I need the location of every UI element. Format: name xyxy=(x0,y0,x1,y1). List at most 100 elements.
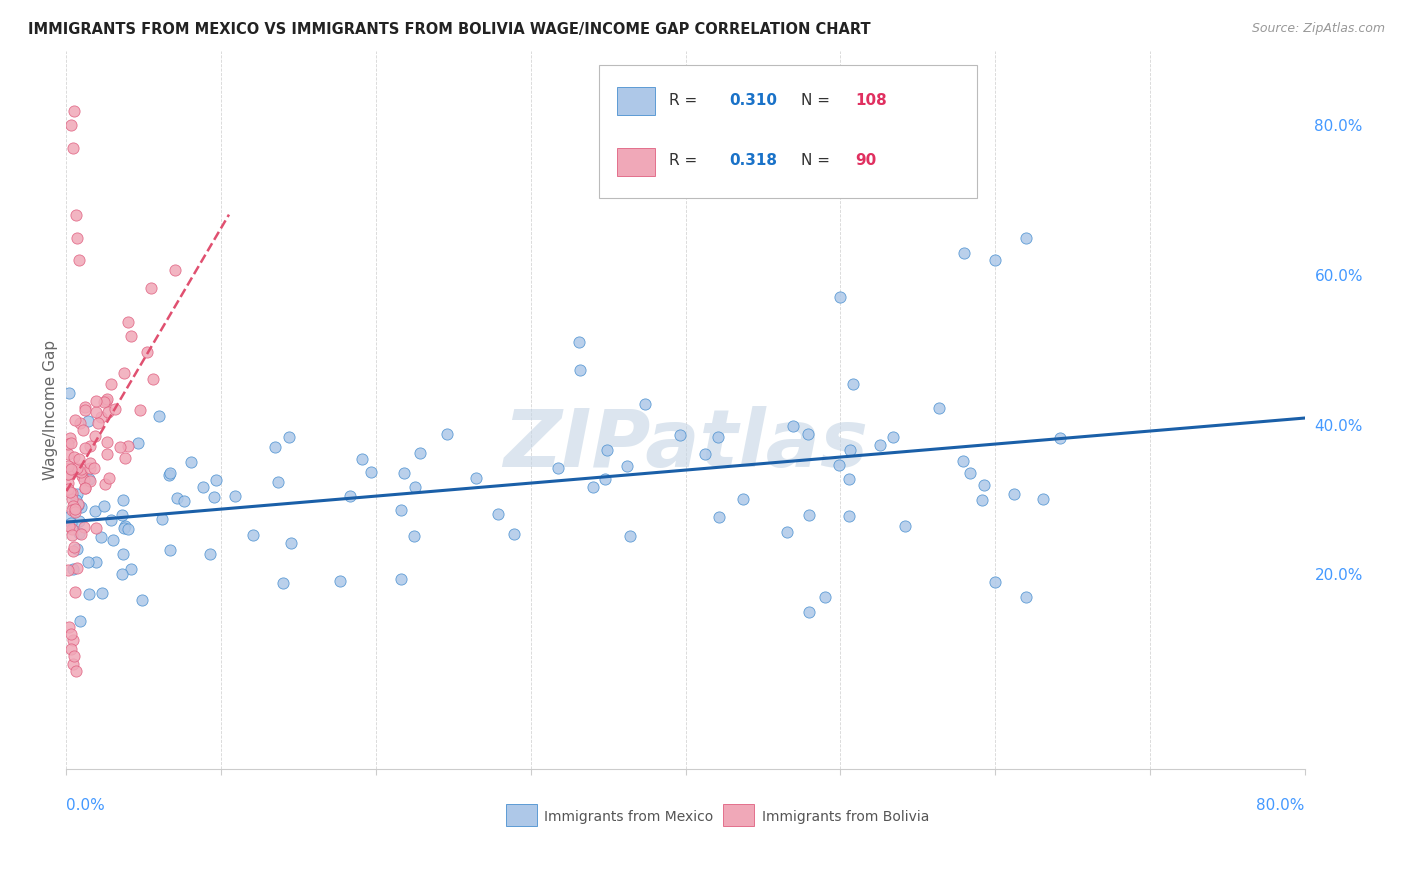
Point xyxy=(360,466,382,480)
Point xyxy=(96,435,118,450)
Point xyxy=(582,480,605,494)
Text: N =: N = xyxy=(800,93,835,108)
Point xyxy=(129,402,152,417)
Point xyxy=(264,440,287,454)
Point xyxy=(73,403,96,417)
Point xyxy=(111,566,134,581)
Text: 90: 90 xyxy=(855,153,876,168)
Point xyxy=(159,542,181,557)
Point xyxy=(568,335,591,350)
Point xyxy=(72,423,94,437)
Point xyxy=(94,477,117,491)
Point xyxy=(62,540,84,554)
Point xyxy=(60,492,83,507)
Point xyxy=(392,466,415,480)
Point xyxy=(56,447,79,461)
Point xyxy=(70,461,93,475)
Text: R =: R = xyxy=(669,93,703,108)
Point xyxy=(180,455,202,469)
Point xyxy=(62,657,84,671)
Point xyxy=(60,641,83,656)
Point xyxy=(63,413,86,427)
Point xyxy=(83,503,105,517)
Point xyxy=(148,409,170,423)
Point xyxy=(869,438,891,452)
Point xyxy=(339,489,361,503)
Point xyxy=(67,464,90,478)
Text: Source: ZipAtlas.com: Source: ZipAtlas.com xyxy=(1251,22,1385,36)
Point xyxy=(205,473,228,487)
Point xyxy=(70,465,93,479)
Point xyxy=(83,461,105,475)
Point xyxy=(56,467,79,481)
Point xyxy=(65,208,87,222)
Point xyxy=(59,462,82,476)
Point xyxy=(984,574,1007,589)
Point xyxy=(79,461,101,475)
Point xyxy=(83,429,105,443)
Point xyxy=(838,509,860,524)
Point xyxy=(70,527,93,541)
Point xyxy=(100,513,122,527)
Point xyxy=(984,253,1007,268)
Point xyxy=(596,442,619,457)
Point xyxy=(277,430,299,444)
Point xyxy=(814,590,837,604)
Point xyxy=(69,614,91,628)
Point xyxy=(66,561,89,575)
Point xyxy=(200,547,222,561)
Point xyxy=(150,512,173,526)
Point xyxy=(409,446,432,460)
Point xyxy=(100,376,122,391)
Point xyxy=(58,458,80,473)
Point xyxy=(112,367,135,381)
Point xyxy=(953,245,976,260)
Point xyxy=(1002,487,1025,501)
Point xyxy=(547,461,569,475)
Point xyxy=(59,431,82,445)
Text: R =: R = xyxy=(669,153,703,168)
Point xyxy=(69,416,91,430)
Point xyxy=(503,527,526,541)
Point xyxy=(135,345,157,359)
Point xyxy=(404,480,426,494)
Point xyxy=(63,649,86,664)
Point xyxy=(117,522,139,536)
Point xyxy=(96,392,118,406)
Point xyxy=(634,397,657,411)
Point xyxy=(280,536,302,550)
Point xyxy=(62,562,84,576)
Point xyxy=(67,526,90,541)
Bar xyxy=(617,87,655,115)
Point xyxy=(79,456,101,470)
Point xyxy=(60,503,83,517)
Point xyxy=(60,522,83,536)
Point xyxy=(58,519,80,533)
Point xyxy=(159,466,181,480)
Point xyxy=(114,450,136,465)
Point xyxy=(782,418,804,433)
Point xyxy=(669,427,692,442)
Point xyxy=(63,502,86,516)
Point xyxy=(707,510,730,524)
Text: 0.318: 0.318 xyxy=(728,153,778,168)
Point xyxy=(959,466,981,480)
Point xyxy=(58,385,80,400)
Point xyxy=(70,500,93,514)
Point xyxy=(77,472,100,486)
Text: ZIPatlas: ZIPatlas xyxy=(503,407,868,484)
Point xyxy=(389,572,412,586)
Point xyxy=(166,491,188,506)
Point xyxy=(465,471,488,485)
Point xyxy=(436,426,458,441)
Text: Immigrants from Bolivia: Immigrants from Bolivia xyxy=(762,810,929,823)
Point xyxy=(87,416,110,430)
Point xyxy=(839,442,862,457)
Point xyxy=(112,548,135,562)
Bar xyxy=(617,147,655,177)
Point xyxy=(619,529,641,543)
Point xyxy=(733,491,755,506)
Point xyxy=(1015,230,1038,244)
Point xyxy=(58,620,80,634)
Point xyxy=(67,514,90,528)
